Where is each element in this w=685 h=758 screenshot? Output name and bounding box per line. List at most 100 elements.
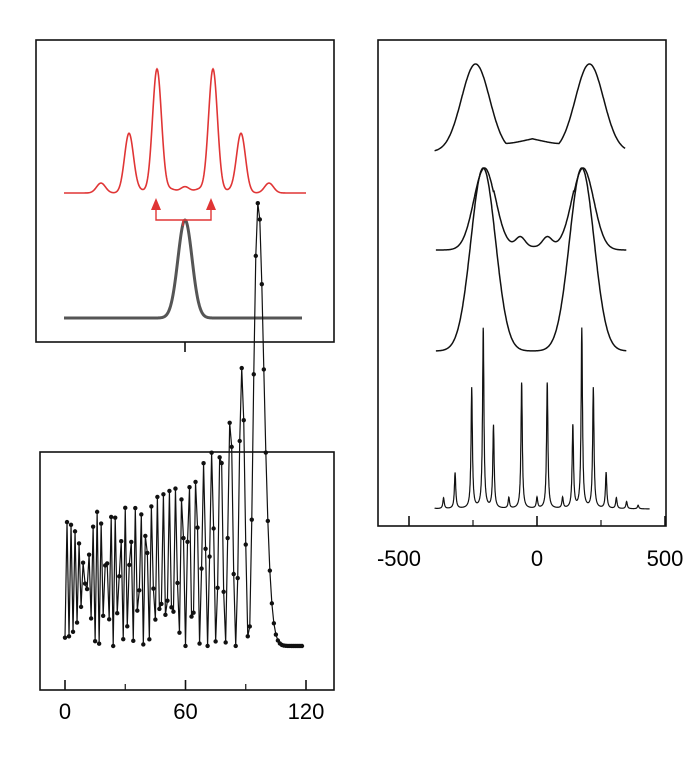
data-point	[86, 552, 92, 557]
data-point	[185, 539, 190, 545]
data-point	[271, 621, 277, 626]
data-point	[233, 643, 238, 649]
data-point	[261, 367, 267, 372]
panel-b-x-tick-label-1: 0	[531, 546, 543, 571]
data-point	[129, 539, 134, 545]
bessel-line	[64, 203, 302, 647]
data-point	[207, 554, 212, 559]
data-point	[213, 639, 218, 644]
data-point	[76, 541, 82, 546]
data-point	[94, 509, 100, 515]
data-point	[181, 535, 186, 541]
data-point	[113, 515, 118, 520]
data-point	[223, 640, 228, 645]
data-point	[191, 610, 196, 615]
data-point	[211, 526, 216, 531]
data-point	[179, 497, 184, 502]
panel-a-frame	[35, 39, 335, 343]
data-point	[265, 518, 271, 524]
data-point	[235, 575, 240, 581]
data-point	[173, 486, 178, 491]
data-point	[82, 581, 88, 586]
data-point	[151, 586, 156, 591]
panel-a	[35, 39, 335, 352]
data-point	[125, 624, 130, 629]
data-point	[153, 617, 158, 622]
data-point	[231, 571, 236, 577]
panel-c-ticks: 0 60 120	[59, 680, 324, 724]
data-point	[229, 444, 234, 450]
data-point	[115, 610, 120, 616]
data-point	[167, 488, 172, 494]
data-point	[209, 450, 214, 455]
panel-c-frame	[39, 451, 335, 691]
data-point	[245, 634, 250, 639]
data-point	[88, 616, 94, 621]
data-point	[117, 574, 122, 579]
data-point	[227, 420, 232, 426]
data-point	[269, 601, 275, 606]
data-point	[247, 624, 252, 629]
data-point	[62, 635, 68, 640]
data-point	[197, 641, 202, 646]
data-point	[255, 200, 260, 206]
data-point	[267, 568, 273, 573]
data-point	[193, 479, 198, 485]
data-point	[137, 588, 142, 593]
data-point	[84, 586, 90, 592]
curve-top	[434, 63, 626, 152]
data-point	[183, 643, 188, 649]
bessel-points	[62, 200, 305, 649]
data-point	[119, 539, 124, 544]
data-point	[104, 561, 110, 566]
data-point	[121, 636, 126, 642]
data-point	[133, 505, 138, 511]
data-point	[221, 589, 226, 594]
data-point	[72, 529, 78, 534]
data-point	[64, 519, 70, 525]
curve-II	[435, 167, 627, 352]
data-point	[141, 642, 146, 647]
data-point	[263, 450, 269, 455]
panel-c-x-tick-label-1: 60	[173, 699, 197, 724]
data-point	[215, 585, 220, 590]
data-point	[273, 632, 279, 637]
data-point	[187, 484, 192, 490]
data-point	[139, 512, 144, 517]
data-point	[239, 365, 244, 371]
data-point	[149, 504, 154, 509]
panel-b-x-tick-label-2: 500	[647, 546, 684, 571]
panel-b-ticks: -500 0 500	[377, 516, 683, 571]
data-point	[68, 522, 74, 528]
data-point	[175, 580, 180, 586]
panel-b: -500 0 500	[377, 39, 683, 571]
panel-c: 0 60 120	[39, 200, 335, 724]
photon-assisted-curve	[64, 67, 306, 194]
data-point	[225, 535, 230, 541]
data-point	[195, 525, 200, 530]
data-point	[92, 638, 98, 644]
data-point	[171, 609, 176, 614]
data-point	[90, 524, 96, 529]
data-point	[189, 614, 194, 619]
data-point	[135, 608, 140, 613]
arrow-head-right	[206, 198, 216, 210]
arrow-head-left	[151, 198, 161, 210]
data-point	[217, 455, 222, 460]
data-point	[100, 613, 106, 618]
data-point	[201, 461, 206, 466]
data-point	[243, 542, 248, 547]
data-point	[147, 637, 152, 642]
data-point	[203, 546, 208, 551]
elastic-peak-curve	[64, 218, 302, 320]
data-point	[163, 612, 168, 618]
data-point	[177, 630, 182, 635]
data-point	[111, 643, 116, 649]
data-point	[199, 566, 204, 571]
data-point	[205, 643, 210, 649]
data-point	[98, 521, 104, 526]
data-point	[237, 438, 242, 444]
data-point	[143, 533, 148, 539]
data-point	[80, 560, 86, 565]
